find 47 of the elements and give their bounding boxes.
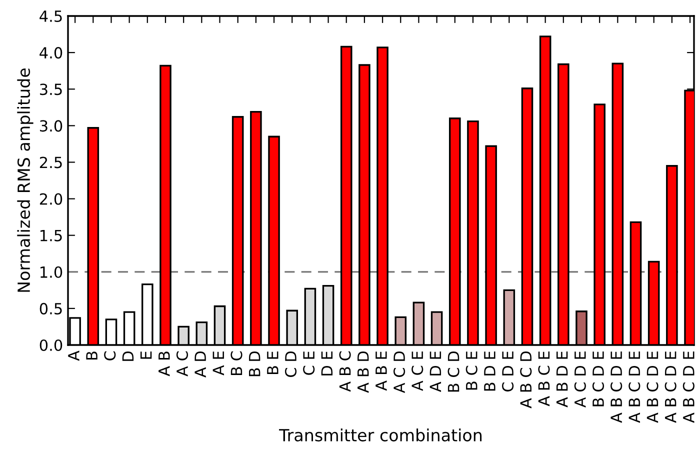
x-tick-label: A B — [158, 352, 170, 376]
y-tick-label: 0.5 — [40, 302, 62, 314]
x-tick-label: B C E — [466, 352, 478, 390]
x-tick-label: C E — [303, 352, 315, 375]
x-tick-label: B D — [249, 351, 260, 376]
x-tick-label: A B C D E — [664, 352, 676, 423]
x-axis-title: Transmitter combination — [279, 428, 482, 442]
y-axis-title: Normalized RMS amplitude — [17, 68, 34, 292]
x-tick-label: D — [122, 351, 134, 361]
x-tick-label: B C D E — [592, 352, 604, 406]
x-tick-label: A B C D E — [610, 352, 622, 423]
x-tick-label: A B C E — [538, 352, 550, 406]
x-tick-label: A B E — [376, 352, 387, 391]
y-tick-label: 3.0 — [40, 120, 62, 132]
y-tick-label: 1.0 — [40, 266, 62, 278]
x-tick-label: A B C D E — [646, 352, 658, 423]
y-tick-label: 2.0 — [40, 193, 62, 205]
x-tick-label: B C — [230, 351, 242, 376]
x-tick-label: A B D E — [556, 352, 568, 408]
x-tick-label: A C D E — [574, 352, 586, 408]
x-tick-label: A B D — [358, 351, 369, 393]
x-tick-label: A B C D E — [682, 352, 694, 423]
x-tick-label: A C — [176, 351, 188, 376]
x-tick-label: A C D — [394, 351, 406, 394]
x-tick-label: C D — [284, 351, 297, 377]
x-tick-label: A B C D E — [628, 352, 640, 423]
y-tick-label: 4.0 — [40, 47, 62, 59]
x-tick-label: A B C D — [520, 351, 532, 408]
y-tick-label: 4.5 — [40, 10, 62, 22]
x-tick-label: A B C — [339, 351, 351, 392]
y-tick-label: 0.0 — [40, 339, 62, 352]
x-tick-label: E — [140, 352, 152, 359]
x-tick-label: A — [68, 350, 80, 361]
x-tick-label: B C D — [448, 351, 460, 392]
x-tick-label: C — [104, 351, 116, 360]
x-tick-label: A C E — [412, 352, 424, 391]
x-tick-label: B — [86, 352, 98, 360]
x-tick-label: A D — [194, 351, 206, 378]
y-tick-label: 2.5 — [40, 156, 62, 168]
x-tick-label: A E — [212, 352, 224, 376]
x-tick-label: A D E — [430, 352, 442, 392]
y-tick-label: 1.5 — [40, 230, 62, 242]
x-tick-label: B D E — [484, 352, 496, 391]
x-tick-label: C D E — [502, 352, 514, 392]
x-tick-label: D E — [321, 352, 332, 376]
y-tick-label: 3.5 — [40, 84, 62, 96]
x-tick-label: B E — [267, 352, 278, 374]
